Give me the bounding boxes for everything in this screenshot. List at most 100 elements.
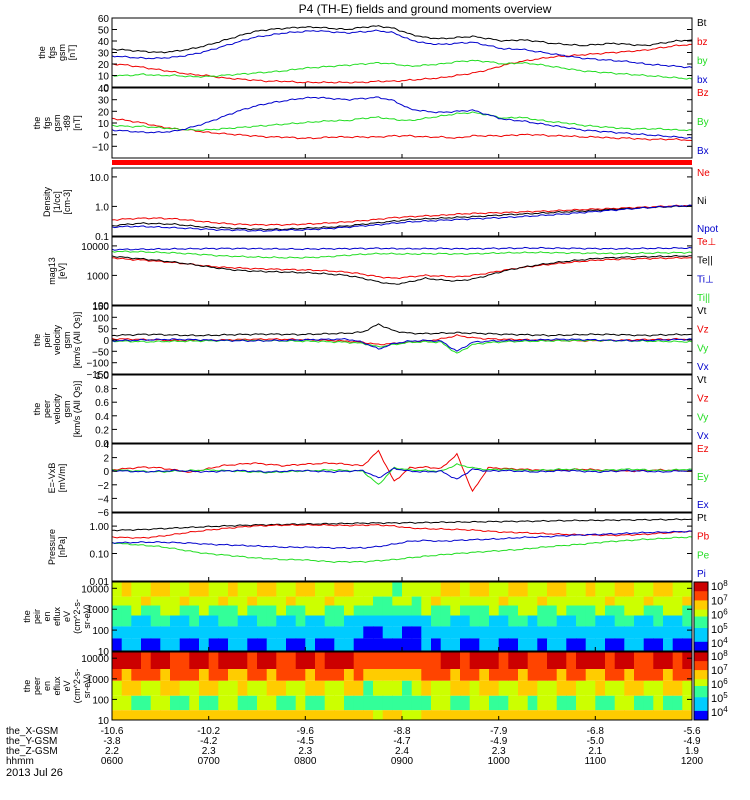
heatmap-cell [508,615,519,627]
heatmap-cell [634,638,645,651]
y-tick-label: 1000 [87,605,110,616]
heatmap-cell [208,669,219,681]
heatmap-cell [228,652,239,669]
y-axis-label: peer [32,677,42,695]
heatmap-cell [382,710,393,720]
heatmap-cell [556,680,567,696]
heatmap-cell [237,596,248,606]
heatmap-cell [595,626,606,639]
heatmap-cell [624,582,635,597]
heatmap-cell [324,638,335,651]
heatmap-cell [663,605,674,616]
colorbar-step [694,639,708,643]
colorbar-label: 107 [711,593,728,607]
y-tick-label: 0.4 [95,412,109,423]
heatmap-cell [479,638,490,651]
heatmap-cell [518,710,529,720]
heatmap-cell [266,626,277,639]
heatmap-cell [663,582,674,597]
heatmap-cell [489,626,500,639]
heatmap-cell [431,638,442,651]
heatmap-cell [392,695,403,711]
legend-Vy: Vy [697,412,708,423]
heatmap-cell [605,680,616,696]
heatmap-cell [150,680,161,696]
colorbar-step [694,614,708,617]
heatmap-cell [527,652,538,669]
heatmap-cell [373,626,384,639]
y-axis-label: (cm^2-s- [72,669,82,704]
heatmap-cell [411,626,422,639]
heatmap-cell [566,652,577,669]
heatmap-cell [421,652,432,669]
heatmap-cell [218,669,229,681]
heatmap-cell [363,582,374,597]
heatmap-cell [411,596,422,606]
time-axis-value: 1100 [585,756,607,767]
time-axis-row-label: the_X-GSM [6,726,58,737]
y-tick-label: 0.0 [95,439,109,450]
heatmap-cell [228,605,239,616]
heatmap-cell [643,669,654,681]
heatmap-cell [344,695,355,711]
heatmap-cell [402,615,413,627]
colorbar-step [694,588,708,592]
time-axis-row-label: the_Y-GSM [6,736,57,747]
heatmap-cell [682,615,693,627]
heatmap-cell [286,669,297,681]
heatmap-cell [537,710,548,720]
heatmap-cell [547,669,558,681]
heatmap-cell [382,582,393,597]
heatmap-cell [421,638,432,651]
heatmap-cell [112,710,123,720]
heatmap-cell [440,615,451,627]
heatmap-cell [556,695,567,711]
heatmap-cell [382,669,393,681]
heatmap-cell [208,582,219,597]
heatmap-cell [498,626,509,639]
heatmap-cell [160,695,171,711]
heatmap-cell [469,669,480,681]
heatmap-cell [431,615,442,627]
heatmap-cell [508,582,519,597]
heatmap-cell [537,680,548,696]
heatmap-cell [411,615,422,627]
heatmap-cell [585,652,596,669]
heatmap-cell [189,582,200,597]
heatmap-cell [324,695,335,711]
heatmap-cell [276,652,287,669]
heatmap-cell [160,669,171,681]
panel-frame [111,167,693,237]
series-line-Ne [111,204,693,227]
heatmap-cell [228,710,239,720]
colorbar-step [694,628,708,631]
heatmap-cell [450,710,461,720]
y-axis-label: [eV] [57,263,67,279]
heatmap-cell [218,638,229,651]
heatmap-cell [614,605,625,616]
heatmap-cell [508,652,519,669]
heatmap-cell [498,582,509,597]
heatmap-cell [460,669,471,681]
heatmap-cell [440,605,451,616]
heatmap-cell [286,638,297,651]
heatmap-cell [556,596,567,606]
y-axis-label: gsm [57,44,67,61]
heatmap-cell [228,669,239,681]
legend-Vt: Vt [697,306,707,317]
heatmap-cell [576,638,587,651]
heatmap-cell [440,652,451,669]
heatmap-cell [160,652,171,669]
heatmap-cell [305,710,316,720]
heatmap-cell [682,638,693,651]
heatmap-cell [363,695,374,711]
heatmap-cell [218,615,229,627]
heatmap-cell [121,680,132,696]
heatmap-cell [247,638,258,651]
heatmap-cell [595,582,606,597]
heatmap-cell [160,596,171,606]
colorbar-step [694,648,708,652]
colorbar-step [694,611,708,615]
heatmap-cell [585,596,596,606]
heatmap-cell [344,605,355,616]
